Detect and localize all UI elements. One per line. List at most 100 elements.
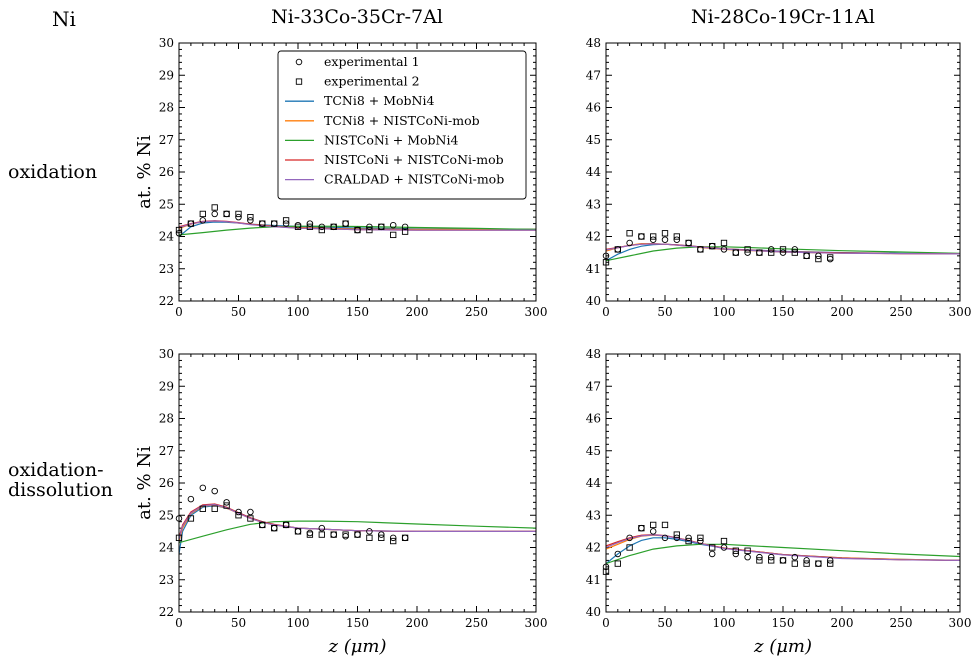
x-tick-label: 0 (175, 616, 183, 630)
x-tick-label: 150 (346, 616, 369, 630)
experimental-2-point (614, 246, 621, 253)
experimental-1-point (791, 553, 799, 561)
y-tick-label: 44 (586, 476, 602, 490)
x-tick-label: 250 (465, 616, 488, 630)
experimental-1-point (306, 220, 314, 227)
x-tick-label: 50 (657, 616, 672, 630)
legend-label: CRALDAD + NISTCoNi-mob (324, 172, 504, 187)
experimental-1-point (791, 246, 799, 253)
experimental-1-point (756, 553, 763, 561)
experimental-1-point (803, 557, 810, 564)
experimental-1-point (779, 557, 787, 564)
x-tick-label: 50 (231, 305, 246, 319)
experimental-2-point (366, 226, 373, 234)
panel-4: 0 50 100 150 200 250 300 40 41 42 43 44 45 46 47 48 z (μ… (586, 347, 972, 657)
x-axis-label: z (μm) (327, 636, 386, 657)
experimental-2-point (638, 233, 645, 240)
panels: 0 50 100 150 200 250 300222324252627282930at. … (134, 36, 971, 657)
experimental-2-point (330, 531, 337, 538)
experimental-1-point (767, 553, 775, 561)
column-title-2: Ni-28Co-19Cr-11Al (691, 6, 875, 28)
y-tick-label: 42 (586, 230, 601, 244)
experimental-1-point (389, 534, 397, 542)
experimental-2-point (756, 557, 763, 564)
y-tick-label: 30 (159, 36, 174, 50)
experimental-1-point (673, 236, 681, 243)
y-tick-label: 41 (586, 262, 601, 276)
experimental-2-point (306, 531, 314, 538)
y-tick-label: 25 (159, 508, 174, 522)
legend-entry: TCNi8 + NISTCoNi-mob (285, 113, 480, 128)
experimental-1-point (720, 544, 728, 551)
y-tick-label: 24 (159, 541, 175, 555)
x-tick-label: 300 (949, 305, 972, 319)
experimental-1-point (330, 531, 337, 538)
tick-marks (178, 353, 537, 613)
x-tick-label: 150 (772, 616, 795, 630)
experimental-2-point (247, 515, 254, 522)
x-tick-label: 150 (346, 305, 369, 319)
experimental-1-point (803, 252, 810, 260)
experimental-2-point (271, 525, 278, 532)
model-curves (606, 533, 960, 565)
y-tick-label: 29 (159, 68, 174, 82)
experimental-2-point (211, 204, 218, 211)
experimental-1-point (708, 550, 716, 558)
experimental-1-point (318, 524, 326, 532)
y-tick-label: 26 (159, 165, 174, 179)
y-tick-label: 48 (586, 36, 601, 50)
legend-label: experimental 1 (324, 54, 420, 69)
x-tick-label: 150 (772, 305, 795, 319)
x-tick-label: 200 (406, 616, 429, 630)
y-tick-label: 25 (159, 197, 174, 211)
experimental-2-point (732, 249, 739, 256)
experimental-2-point (187, 220, 195, 227)
y-tick-label: 28 (159, 101, 174, 115)
panel-2: 0 50 100 150 200 250 300 40 41 42 43 44 45 46 47 48 (586, 36, 972, 319)
experimental-1-point (247, 217, 254, 224)
legend-entry: TCNi8 + MobNi4 (285, 93, 434, 108)
experimental-2-point (330, 223, 337, 230)
plot-frame (605, 353, 961, 613)
experimental-1-point (211, 210, 218, 218)
plot-frame (178, 353, 537, 613)
x-tick-label: 50 (657, 305, 672, 319)
experimental-1-point (673, 534, 681, 542)
experimental-2-point (779, 557, 787, 564)
y-tick-label: 23 (159, 262, 174, 276)
experimental-1-point (199, 484, 207, 492)
experimental-2-point (744, 246, 751, 253)
y-tick-label: 22 (159, 605, 174, 619)
series-line (179, 504, 536, 554)
experimental-2-point (187, 515, 195, 522)
experimental-1-point (767, 246, 775, 253)
experimental-2-point (390, 231, 397, 239)
experimental-1-point (685, 239, 692, 247)
plot-frame (605, 42, 961, 302)
experimental-2-point (661, 230, 669, 237)
experimental-1-point (270, 524, 278, 532)
x-axis-label: z (μm) (753, 636, 812, 657)
experimental-2-point (803, 560, 810, 567)
column-title-1: Ni-33Co-35Cr-7Al (271, 6, 443, 28)
y-tick-label: 43 (586, 197, 601, 211)
experimental-1-point (247, 508, 254, 516)
x-tick-label: 200 (831, 616, 854, 630)
y-tick-label: 45 (586, 444, 601, 458)
experimental-1-point (685, 534, 692, 542)
y-tick-label: 45 (586, 133, 601, 147)
row-label-oxidation: oxidation (8, 161, 97, 183)
experimental-points (175, 484, 409, 545)
y-tick-label: 28 (159, 412, 174, 426)
experimental-2-point (626, 544, 633, 551)
experimental-1-point (223, 499, 230, 506)
experimental-2-point (318, 531, 325, 538)
experimental-2-point (306, 223, 314, 230)
experimental-2-point (779, 246, 787, 253)
experimental-1-point (187, 495, 195, 503)
experimental-1-point (199, 217, 207, 224)
row-label-oxidation-dissolution-line2: dissolution (8, 479, 113, 501)
experimental-1-point (661, 236, 669, 243)
series-line (179, 503, 536, 540)
